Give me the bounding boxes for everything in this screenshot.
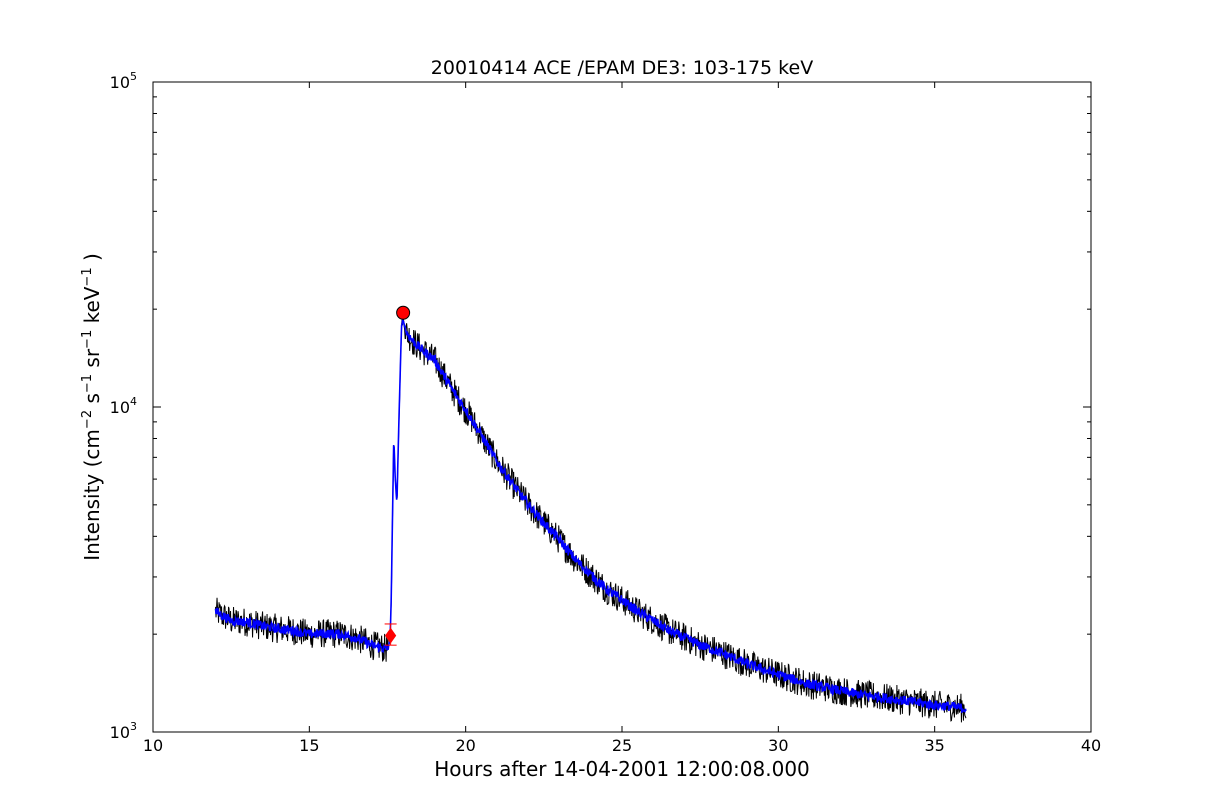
- x-tick-label: 20: [455, 736, 475, 755]
- marker-peak: [396, 305, 411, 320]
- series-line-raw: [215, 318, 967, 723]
- x-tick-label: 10: [143, 736, 163, 755]
- series-line-smoothed: [214, 318, 967, 713]
- x-axis: 10 15 20 25 30 35 40: [143, 82, 1101, 755]
- x-tick-label: 40: [1081, 736, 1101, 755]
- y-tick-label: 104: [110, 395, 137, 417]
- x-tick-label: 35: [924, 736, 944, 755]
- marker-onset: [385, 627, 397, 644]
- y-tick-label: 105: [110, 70, 137, 92]
- y-tick-label: 103: [110, 720, 137, 742]
- x-tick-label: 25: [612, 736, 632, 755]
- y-axis: 103 104 105: [110, 70, 1091, 742]
- plot-area: [214, 305, 967, 723]
- y-axis-label: Intensity (cm−2 s−1 sr−1 keV−1 ): [80, 253, 104, 561]
- x-tick-label: 30: [768, 736, 788, 755]
- x-axis-label: Hours after 14-04-2001 12:00:08.000: [434, 757, 810, 781]
- chart-title: 20010414 ACE /EPAM DE3: 103-175 keV: [431, 57, 813, 79]
- x-tick-label: 15: [299, 736, 319, 755]
